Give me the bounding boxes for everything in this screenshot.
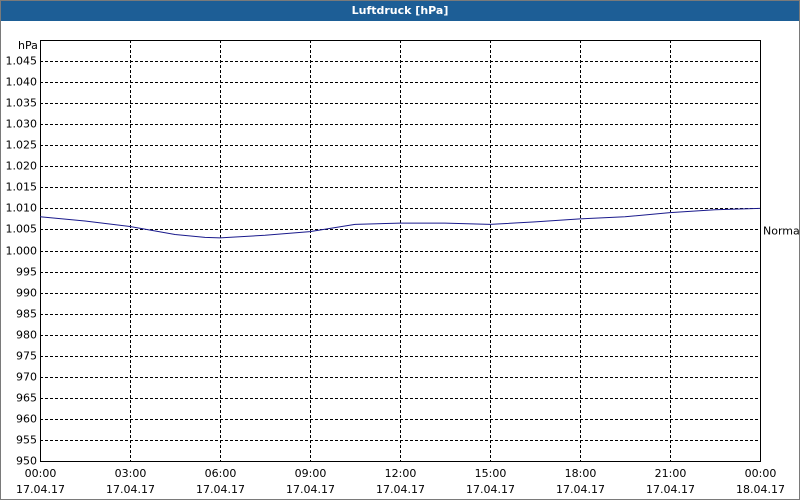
x-tick-time: 12:00 xyxy=(385,467,417,480)
x-tick-time: 06:00 xyxy=(205,467,237,480)
x-tick-time: 00:00 xyxy=(745,467,777,480)
x-tick-date: 18.04.17 xyxy=(736,483,785,496)
y-tick-label: 975 xyxy=(16,350,37,363)
x-tick-date: 17.04.17 xyxy=(376,483,425,496)
y-tick-label: 950 xyxy=(16,455,37,468)
y-tick-label: 1.005 xyxy=(6,223,38,236)
x-tick-date: 17.04.17 xyxy=(466,483,515,496)
y-tick-label: 980 xyxy=(16,329,37,342)
x-tick-time: 15:00 xyxy=(475,467,507,480)
series-line xyxy=(39,207,761,239)
x-tick-date: 17.04.17 xyxy=(106,483,155,496)
x-tick-date: 17.04.17 xyxy=(196,483,245,496)
x-tick-time: 00:00 xyxy=(25,467,57,480)
x-tick-time: 03:00 xyxy=(115,467,147,480)
y-tick-label: 1.000 xyxy=(6,245,38,258)
y-tick-label: 1.040 xyxy=(6,76,38,89)
x-tick-date: 17.04.17 xyxy=(286,483,335,496)
x-tick-time: 21:00 xyxy=(655,467,687,480)
legend-label: Normal xyxy=(763,224,800,237)
y-tick-label: 965 xyxy=(16,392,37,405)
y-tick-label: 960 xyxy=(16,413,37,426)
x-tick-date: 17.04.17 xyxy=(556,483,605,496)
y-tick-label: 1.020 xyxy=(6,160,38,173)
y-tick-label: 1.030 xyxy=(6,118,38,131)
y-tick-label: 1.025 xyxy=(6,139,38,152)
y-tick-label: 995 xyxy=(16,266,37,279)
y-tick-label: 970 xyxy=(16,371,37,384)
title-bar: Luftdruck [hPa] xyxy=(1,1,799,21)
x-tick-time: 09:00 xyxy=(295,467,327,480)
y-tick-label: 1.045 xyxy=(6,55,38,68)
y-tick-label: 1.035 xyxy=(6,97,38,110)
x-tick-time: 18:00 xyxy=(565,467,597,480)
plot-border xyxy=(40,40,761,462)
y-tick-label: 1.015 xyxy=(6,181,38,194)
x-tick-date: 17.04.17 xyxy=(646,483,695,496)
y-tick-label: 985 xyxy=(16,308,37,321)
y-tick-label: 990 xyxy=(16,287,37,300)
y-unit-label: hPa xyxy=(18,39,38,52)
x-tick-date: 17.04.17 xyxy=(16,483,65,496)
y-tick-label: 955 xyxy=(16,434,37,447)
y-tick-label: 1.010 xyxy=(6,202,38,215)
